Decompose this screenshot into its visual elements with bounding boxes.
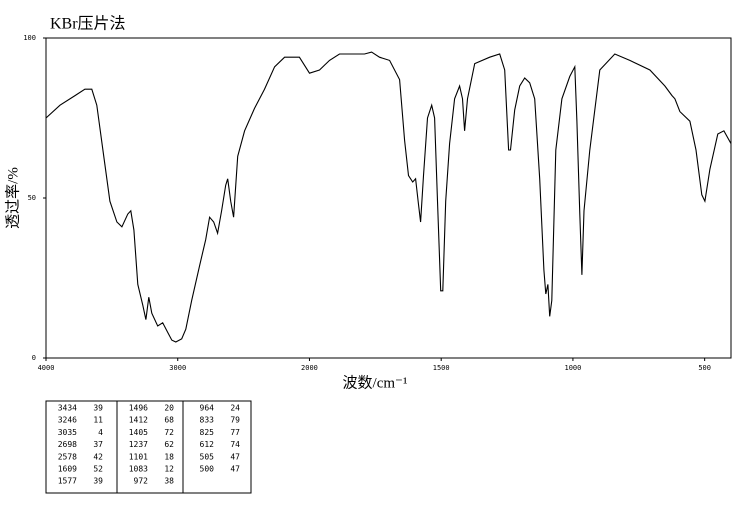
peak-wavenumber: 505 xyxy=(200,452,215,461)
y-tick-label: 100 xyxy=(23,34,36,42)
peak-transmittance: 4 xyxy=(98,428,103,437)
peak-transmittance: 47 xyxy=(230,452,240,461)
y-tick-label: 0 xyxy=(32,354,36,362)
x-tick-label: 4000 xyxy=(38,364,55,372)
spectrum-line xyxy=(45,51,732,343)
peak-wavenumber: 3434 xyxy=(58,404,77,413)
peak-transmittance: 42 xyxy=(93,452,103,461)
x-axis-label: 波数/cm⁻¹ xyxy=(343,374,408,391)
peak-transmittance: 20 xyxy=(164,404,174,413)
peak-transmittance: 18 xyxy=(164,452,174,461)
peak-transmittance: 24 xyxy=(230,404,240,413)
peak-wavenumber: 1405 xyxy=(129,428,148,437)
peak-wavenumber: 1577 xyxy=(58,477,77,486)
x-tick-label: 3000 xyxy=(169,364,186,372)
x-tick-label: 1000 xyxy=(564,364,581,372)
peak-transmittance: 68 xyxy=(164,416,174,425)
peak-transmittance: 74 xyxy=(230,440,240,449)
peak-wavenumber: 2698 xyxy=(58,440,77,449)
peak-transmittance: 37 xyxy=(93,440,103,449)
peak-table-frame xyxy=(45,400,252,494)
peak-wavenumber: 612 xyxy=(200,440,215,449)
peak-wavenumber: 833 xyxy=(200,416,215,425)
peak-transmittance: 77 xyxy=(230,428,240,437)
plot-frame xyxy=(45,37,732,359)
peak-wavenumber: 2578 xyxy=(58,452,77,461)
x-tick-label: 500 xyxy=(698,364,711,372)
chart-title: KBr压片法 xyxy=(50,15,126,33)
peak-transmittance: 11 xyxy=(93,416,103,425)
y-axis-label: 透过率/% xyxy=(4,167,21,229)
peak-transmittance: 38 xyxy=(164,477,174,486)
x-tick-label: 2000 xyxy=(301,364,318,372)
y-tick-label: 50 xyxy=(28,194,36,202)
peak-transmittance: 47 xyxy=(230,465,240,474)
peak-transmittance: 62 xyxy=(164,440,174,449)
peak-wavenumber: 972 xyxy=(134,477,149,486)
peak-wavenumber: 3246 xyxy=(58,416,77,425)
peak-transmittance: 79 xyxy=(230,416,240,425)
peak-wavenumber: 1101 xyxy=(129,452,148,461)
peak-wavenumber: 1412 xyxy=(129,416,148,425)
peak-wavenumber: 964 xyxy=(200,404,215,413)
peak-transmittance: 39 xyxy=(93,404,103,413)
peak-transmittance: 39 xyxy=(93,477,103,486)
x-tick-label: 1500 xyxy=(433,364,450,372)
peak-transmittance: 52 xyxy=(93,465,103,474)
peak-wavenumber: 500 xyxy=(200,465,215,474)
peak-wavenumber: 1237 xyxy=(129,440,148,449)
peak-transmittance: 12 xyxy=(164,465,174,474)
peak-wavenumber: 1083 xyxy=(129,465,148,474)
peak-transmittance: 72 xyxy=(164,428,174,437)
peak-wavenumber: 1496 xyxy=(129,404,148,413)
peak-wavenumber: 825 xyxy=(200,428,215,437)
peak-wavenumber: 3035 xyxy=(58,428,77,437)
peak-wavenumber: 1609 xyxy=(58,465,77,474)
